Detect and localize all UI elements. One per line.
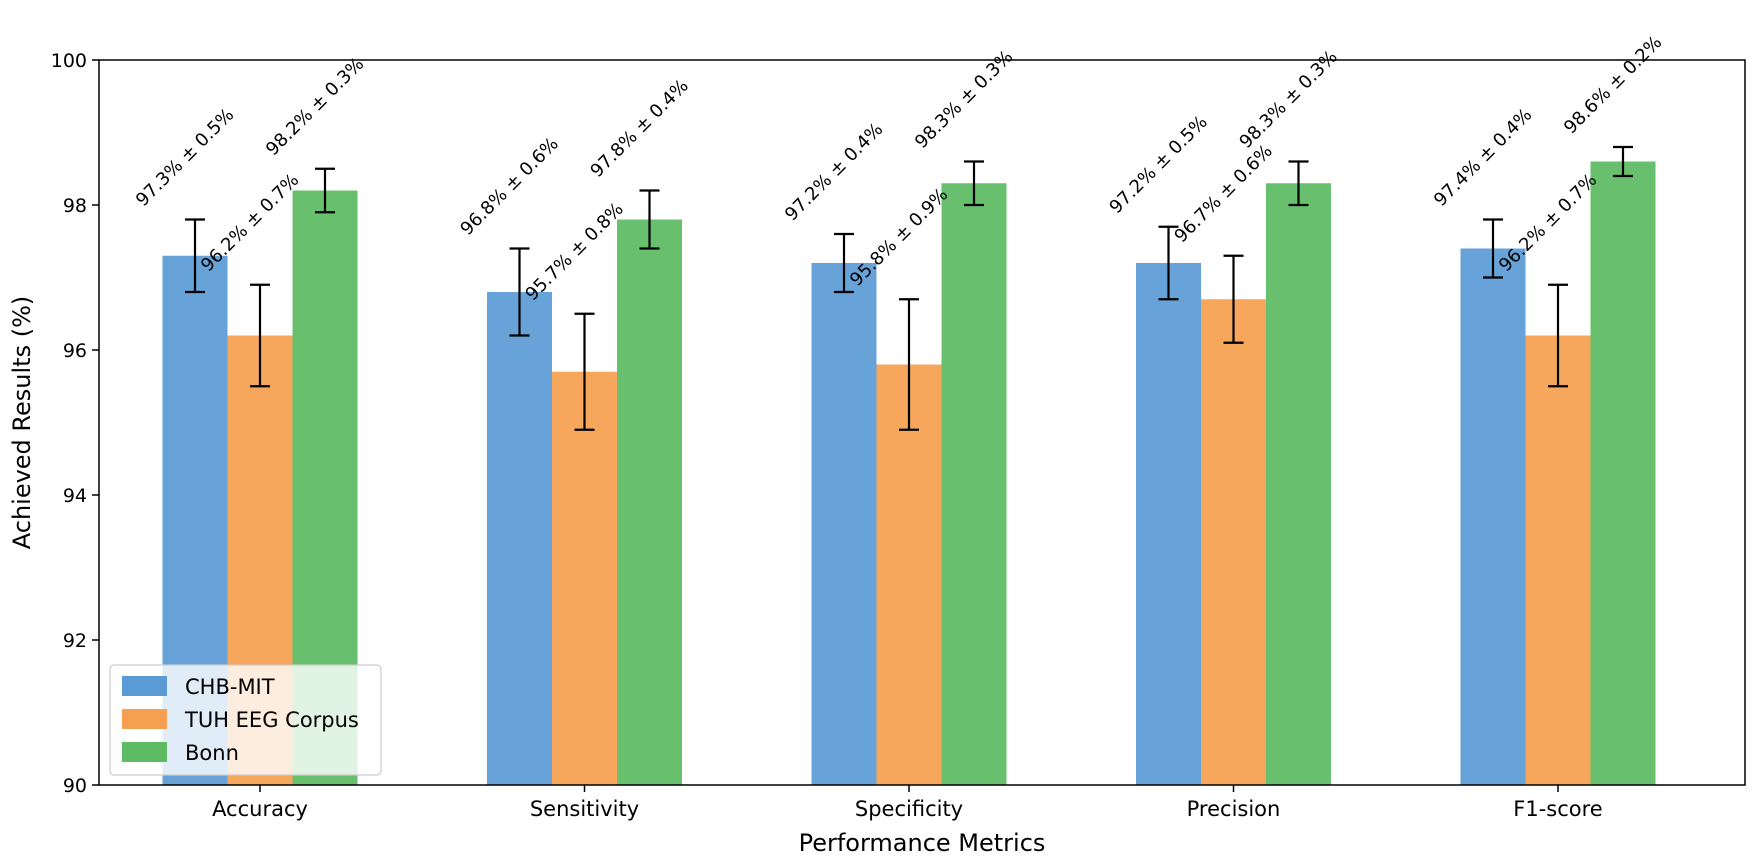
- bar-tuh-eeg-corpus-precision: [1201, 299, 1266, 785]
- x-tick-label: Accuracy: [212, 797, 308, 821]
- error-bar: [1288, 160, 1309, 207]
- legend-label: TUH EEG Corpus: [184, 708, 359, 732]
- error-bar: [899, 298, 919, 431]
- error-bar: [1223, 254, 1244, 344]
- bar-tuh-eeg-corpus-specificity: [876, 364, 942, 785]
- y-axis-label: Achieved Results (%): [8, 296, 36, 550]
- plot-frame: [98, 59, 1746, 786]
- x-axis-label: Performance Metrics: [799, 829, 1046, 857]
- x-tick-label: Sensitivity: [530, 797, 639, 821]
- legend-label: CHB-MIT: [185, 675, 275, 699]
- error-bar: [1548, 283, 1568, 388]
- error-bar: [250, 283, 270, 388]
- data-label: 97.3% ± 0.5%: [132, 104, 238, 210]
- y-tick-label: 94: [63, 485, 87, 507]
- bar-bonn-specificity: [941, 183, 1007, 785]
- y-axis: 90 92 94 96 98 100: [51, 50, 99, 797]
- y-tick-label: 98: [63, 195, 87, 217]
- x-tick-label: Precision: [1187, 797, 1281, 821]
- bar-chb-mit-f1-score: [1460, 248, 1526, 785]
- y-tick-label: 96: [63, 340, 87, 362]
- y-tick-label: 92: [63, 630, 87, 652]
- bar-chb-mit-sensitivity: [487, 292, 552, 785]
- data-label: 98.2% ± 0.3%: [262, 54, 368, 160]
- error-bar: [1158, 225, 1179, 301]
- y-tick-label: 100: [51, 50, 87, 72]
- data-label: 95.8% ± 0.9%: [846, 184, 952, 290]
- bar-chb-mit-precision: [1136, 263, 1201, 785]
- legend-item: TUH EEG Corpus: [122, 708, 359, 732]
- bar-chb-mit-specificity: [811, 263, 877, 785]
- bar-tuh-eeg-corpus-f1-score: [1525, 335, 1591, 785]
- error-bar: [574, 312, 595, 431]
- data-label: 97.4% ± 0.4%: [1430, 104, 1536, 210]
- data-label: 97.2% ± 0.4%: [781, 119, 887, 225]
- data-label: 96.7% ± 0.6%: [1170, 141, 1276, 247]
- value-labels-layer: 97.3% ± 0.5% 96.8% ± 0.6% 97.2% ± 0.4% 97.2…: [132, 32, 1666, 305]
- bar-bonn-precision: [1266, 183, 1331, 785]
- error-bar: [1483, 218, 1503, 279]
- data-label: 96.2% ± 0.7%: [197, 170, 303, 276]
- x-axis: Accuracy Sensitivity Specificity Precision F…: [212, 785, 1603, 821]
- x-tick-label: Specificity: [855, 797, 963, 821]
- error-bar: [964, 160, 984, 207]
- error-bar: [639, 189, 660, 250]
- data-label: 96.8% ± 0.6%: [456, 133, 562, 239]
- error-bar: [1613, 145, 1633, 178]
- legend-swatch: [122, 709, 167, 729]
- error-bar: [315, 167, 335, 214]
- error-bar: [185, 218, 205, 294]
- bars-layer: [162, 161, 1656, 785]
- data-label: 95.7% ± 0.8%: [521, 199, 627, 305]
- legend-item: Bonn: [122, 741, 239, 765]
- x-tick-label: F1-score: [1513, 797, 1602, 821]
- data-label: 98.3% ± 0.3%: [911, 46, 1017, 152]
- data-label: 98.3% ± 0.3%: [1235, 46, 1341, 152]
- bar-tuh-eeg-corpus-sensitivity: [552, 371, 617, 785]
- data-label: 97.2% ± 0.5%: [1105, 112, 1211, 218]
- error-bars-layer: [185, 145, 1633, 431]
- legend-label: Bonn: [185, 741, 239, 765]
- legend-item: CHB-MIT: [122, 675, 275, 699]
- error-bar: [834, 232, 854, 294]
- bar-bonn-sensitivity: [617, 219, 682, 785]
- data-label: 98.6% ± 0.2%: [1560, 32, 1666, 138]
- legend-box: [109, 664, 382, 776]
- data-label: 97.8% ± 0.4%: [586, 75, 692, 181]
- y-tick-label: 90: [63, 775, 87, 797]
- error-bar: [509, 247, 530, 337]
- legend-swatch: [122, 676, 167, 696]
- legend-swatch: [122, 742, 167, 762]
- data-label: 96.2% ± 0.7%: [1495, 170, 1601, 276]
- legend: CHB-MIT TUH EEG Corpus Bonn: [109, 664, 382, 776]
- bar-bonn-f1-score: [1590, 161, 1656, 785]
